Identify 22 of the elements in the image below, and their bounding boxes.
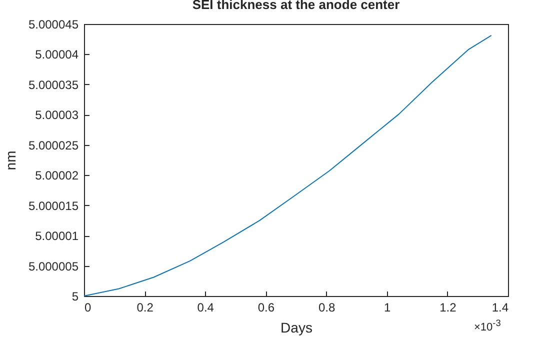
x-tick-label: 0 (84, 300, 92, 314)
y-tick-label: 5.00002 (35, 168, 79, 183)
y-tick-label: 5.000025 (28, 138, 79, 152)
y-axis-title: nm (2, 150, 18, 170)
y-tick-label: 5.000005 (28, 259, 79, 274)
x-tick-label: 0.6 (258, 300, 275, 314)
x-tick-label: 1 (384, 300, 392, 314)
x-tick-label: 1.2 (440, 300, 457, 314)
y-tick-label: 5.000035 (28, 78, 79, 92)
y-tick-label: 5.000015 (28, 198, 79, 213)
x-tick-label: 0.4 (197, 300, 214, 314)
x-tick-label: 1.4 (492, 300, 509, 314)
y-tick-label: 5.00001 (35, 229, 79, 244)
y-tick-label: 5.00004 (35, 48, 79, 62)
x-axis-title: Days (280, 320, 312, 336)
y-tick-label: 5 (72, 290, 79, 304)
x-tick-label: 0.8 (318, 300, 336, 314)
y-tick-label: 5.000045 (28, 18, 79, 32)
line-series (84, 34, 492, 296)
text: ×10$^{-3}$ (474, 318, 501, 334)
y-tick-label: 5.00003 (35, 108, 79, 122)
x-tick-label: 0.2 (136, 300, 154, 314)
